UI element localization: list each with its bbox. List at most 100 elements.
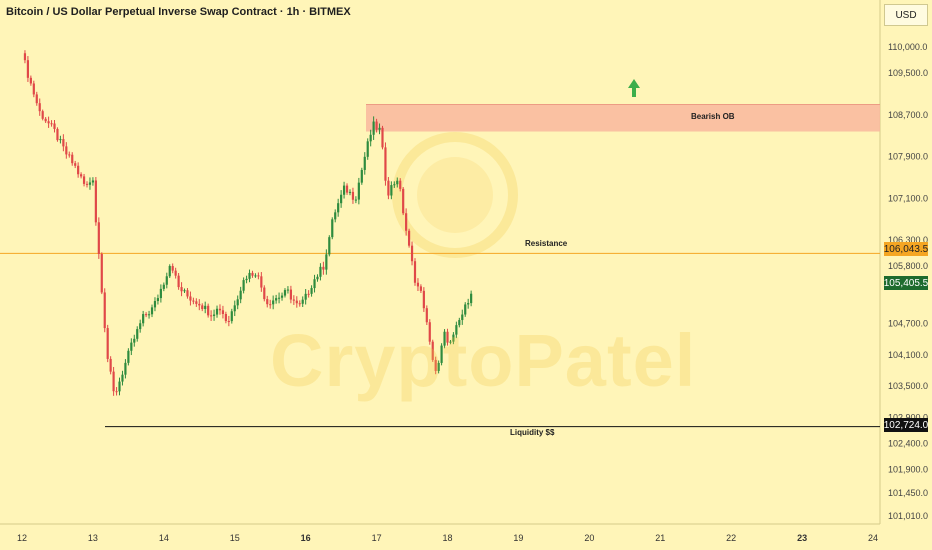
- up-arrow-icon: [628, 79, 640, 97]
- candle-body: [44, 118, 47, 122]
- price-tick-label: 107,100.0: [888, 193, 928, 203]
- price-tick-label: 107,900.0: [888, 152, 928, 162]
- candle-body: [348, 191, 352, 193]
- price-tick-label: 102,900.0: [888, 412, 928, 422]
- candle-body: [381, 127, 384, 148]
- candle-body: [464, 304, 467, 315]
- candle-body: [254, 275, 257, 277]
- candle-body: [221, 310, 225, 314]
- candle-body: [461, 314, 464, 321]
- candle-body: [467, 303, 470, 305]
- price-tick-label: 101,900.0: [888, 465, 928, 475]
- candle-body: [286, 289, 290, 291]
- candle-body: [204, 305, 207, 310]
- candle-body: [283, 290, 287, 296]
- candle-body: [91, 180, 95, 183]
- candle-body: [331, 219, 334, 238]
- candle-body: [325, 254, 328, 270]
- candle-body: [307, 293, 310, 295]
- resistance-price-badge: 106,043.5: [883, 242, 929, 256]
- candle-body: [139, 323, 142, 330]
- candle-body: [345, 185, 349, 193]
- candle-body: [124, 362, 127, 375]
- candle-body: [405, 213, 408, 231]
- candle-body: [257, 275, 260, 277]
- candle-body: [150, 307, 154, 315]
- candle-body: [41, 111, 44, 119]
- price-tick-label: 101,010.0: [888, 511, 928, 521]
- candle-body: [88, 182, 92, 185]
- candle-body: [106, 328, 109, 359]
- candle-body: [298, 303, 301, 305]
- candle-body: [407, 230, 411, 246]
- candle-body: [422, 290, 425, 309]
- candle-body: [413, 261, 417, 283]
- candle-body: [428, 322, 431, 342]
- candle-body: [71, 154, 74, 164]
- candle-body: [121, 374, 124, 382]
- candle-body: [425, 308, 428, 323]
- candle-body: [183, 290, 186, 292]
- liquidity-price-badge: 102,724.0: [883, 418, 929, 432]
- candle-body: [68, 154, 71, 156]
- candle-body: [85, 183, 89, 185]
- candle-body: [242, 280, 245, 291]
- time-tick-label: 17: [372, 533, 382, 543]
- currency-selector[interactable]: USD: [884, 4, 928, 26]
- price-tick-label: 101,450.0: [888, 488, 928, 498]
- candle-body: [443, 331, 446, 346]
- candle-body: [446, 331, 449, 343]
- candle-body: [147, 314, 151, 316]
- candle-body: [277, 297, 281, 299]
- candle-body: [26, 60, 30, 78]
- time-tick-label: 16: [301, 533, 311, 543]
- candle-body: [342, 185, 346, 195]
- candle-body: [363, 156, 366, 170]
- time-tick-label: 23: [797, 533, 807, 543]
- candle-body: [419, 286, 423, 291]
- candle-body: [328, 237, 331, 255]
- candle-body: [50, 123, 53, 125]
- candle-body: [366, 141, 369, 157]
- candle-body: [162, 284, 165, 289]
- candle-body: [168, 266, 171, 277]
- candle-body: [112, 371, 115, 392]
- candle-body: [35, 94, 38, 104]
- time-tick-label: 22: [726, 533, 736, 543]
- candle-body: [56, 128, 59, 141]
- candle-body: [215, 308, 219, 315]
- candle-body: [372, 121, 375, 135]
- candle-body: [455, 325, 458, 335]
- candle-body: [212, 314, 216, 316]
- price-tick-label: 104,100.0: [888, 350, 928, 360]
- candle-body: [65, 146, 68, 155]
- candle-body: [38, 103, 41, 112]
- candle-body: [251, 272, 254, 276]
- time-tick-label: 15: [230, 533, 240, 543]
- candle-body: [387, 180, 390, 196]
- candle-body: [431, 341, 434, 360]
- candle-body: [272, 300, 275, 305]
- candle-body: [452, 334, 455, 342]
- candle-body: [316, 276, 319, 280]
- price-tick-label: 109,500.0: [888, 68, 928, 78]
- candle-body: [145, 314, 148, 316]
- time-tick-label: 24: [868, 533, 878, 543]
- candle-body: [97, 222, 100, 254]
- watermark: CryptoPatel: [270, 319, 697, 402]
- price-tick-label: 102,400.0: [888, 438, 928, 448]
- candle-body: [248, 272, 251, 279]
- candle-body: [198, 303, 201, 306]
- price-tick-label: 106,300.0: [888, 235, 928, 245]
- candle-body: [357, 182, 360, 200]
- candle-body: [230, 311, 233, 322]
- candle-body: [322, 266, 325, 270]
- candle-body: [410, 245, 414, 262]
- candle-body: [263, 287, 266, 300]
- candle-body: [280, 295, 284, 298]
- candle-body: [177, 275, 180, 288]
- candle-body: [115, 391, 118, 393]
- candle-body: [23, 53, 27, 61]
